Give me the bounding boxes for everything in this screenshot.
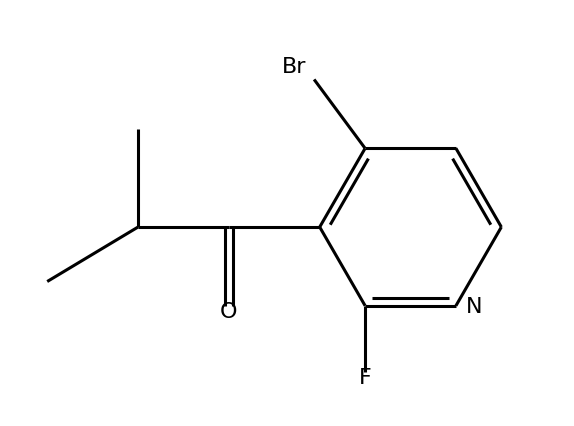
- Text: O: O: [220, 302, 238, 322]
- Text: F: F: [359, 367, 371, 387]
- Text: Br: Br: [282, 57, 307, 77]
- Text: N: N: [466, 296, 482, 316]
